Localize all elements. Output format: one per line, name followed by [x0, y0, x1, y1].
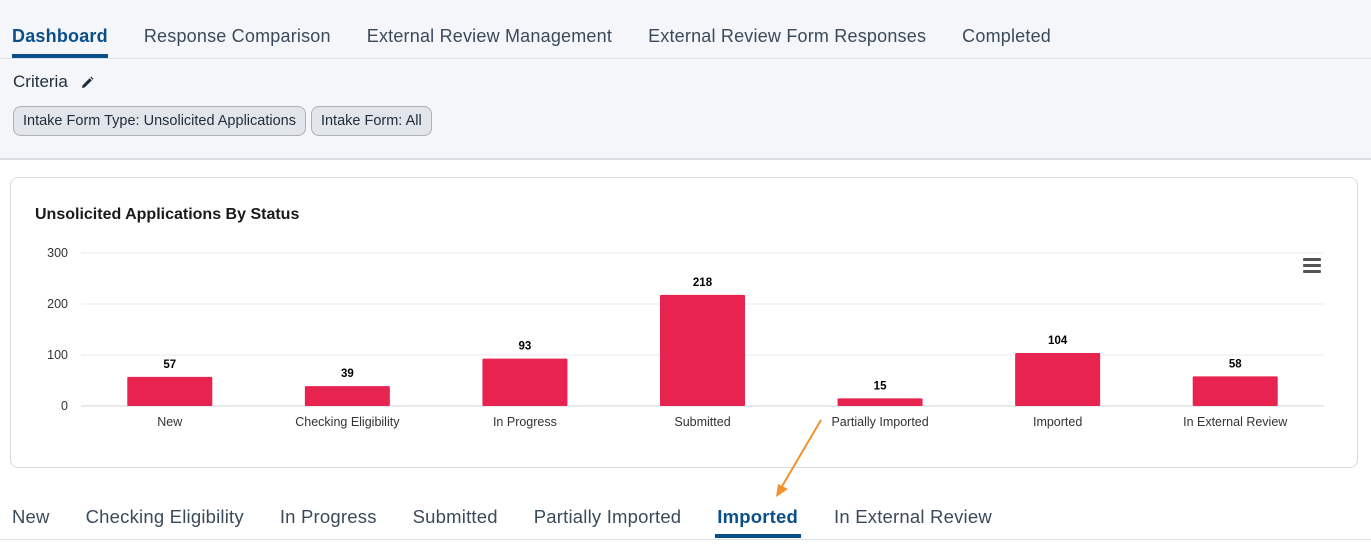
y-tick-label: 200 [47, 297, 68, 311]
data-label: 58 [1229, 358, 1242, 370]
tab-dashboard[interactable]: Dashboard [12, 0, 108, 59]
status-tab-partially-imported[interactable]: Partially Imported [533, 506, 682, 527]
main-tab-bar: Dashboard Response Comparison External R… [0, 0, 1371, 59]
tab-response-comparison[interactable]: Response Comparison [143, 26, 331, 46]
data-label: 93 [519, 341, 532, 353]
hamburger-menu-icon[interactable] [1303, 258, 1321, 274]
x-tick-label: In Progress [493, 415, 557, 429]
chip-intake-form[interactable]: Intake Form: All [310, 106, 432, 136]
chip-intake-form-type[interactable]: Intake Form Type: Unsolicited Applicatio… [13, 106, 306, 136]
data-label: 104 [1048, 335, 1068, 347]
y-tick-label: 300 [47, 246, 68, 260]
x-tick-label: New [157, 415, 183, 429]
chart-card: 0 100 200 300 57 New 39 Checking Eligibility 93 I… [10, 177, 1358, 468]
tab-external-review-management[interactable]: External Review Management [366, 26, 613, 46]
criteria-label: Criteria [13, 72, 68, 91]
bar [1192, 376, 1278, 406]
bar [660, 294, 745, 406]
data-label: 218 [693, 277, 713, 289]
bar-chart: 0 100 200 300 57 New 39 Checking Eligibility 93 I… [47, 246, 1324, 429]
pencil-icon[interactable] [80, 75, 94, 89]
data-label: 57 [163, 359, 176, 371]
criteria-chips: Intake Form Type: Unsolicited Applicatio… [13, 106, 437, 136]
x-tick-label: Partially Imported [831, 415, 928, 429]
data-label: 39 [341, 368, 354, 380]
status-tab-bar: New Checking Eligibility In Progress Sub… [0, 490, 1371, 540]
status-tab-in-external-review[interactable]: In External Review [834, 506, 992, 527]
x-tick-label: Checking Eligibility [295, 415, 400, 429]
status-tab-in-progress[interactable]: In Progress [279, 506, 377, 527]
x-tick-label: In External Review [1183, 415, 1288, 429]
bar [482, 358, 568, 406]
bar [304, 386, 390, 406]
bar [837, 398, 923, 406]
bar [127, 376, 213, 406]
status-tab-submitted[interactable]: Submitted [412, 506, 498, 527]
x-tick-label: Imported [1033, 415, 1082, 429]
tab-completed[interactable]: Completed [962, 26, 1052, 46]
y-tick-label: 100 [47, 348, 68, 362]
criteria-header: Criteria [13, 72, 94, 92]
status-tab-checking-eligibility[interactable]: Checking Eligibility [85, 506, 244, 527]
status-tab-new[interactable]: New [12, 506, 50, 527]
x-tick-label: Submitted [674, 415, 730, 429]
y-tick-label: 0 [61, 399, 68, 413]
criteria-panel: Dashboard Response Comparison External R… [0, 0, 1371, 160]
tab-external-review-form-responses[interactable]: External Review Form Responses [648, 26, 927, 46]
status-tab-imported[interactable]: Imported [715, 490, 801, 538]
bar [1015, 352, 1101, 406]
chart-title: Unsolicited Applications By Status [35, 206, 300, 223]
data-label: 15 [874, 380, 887, 392]
